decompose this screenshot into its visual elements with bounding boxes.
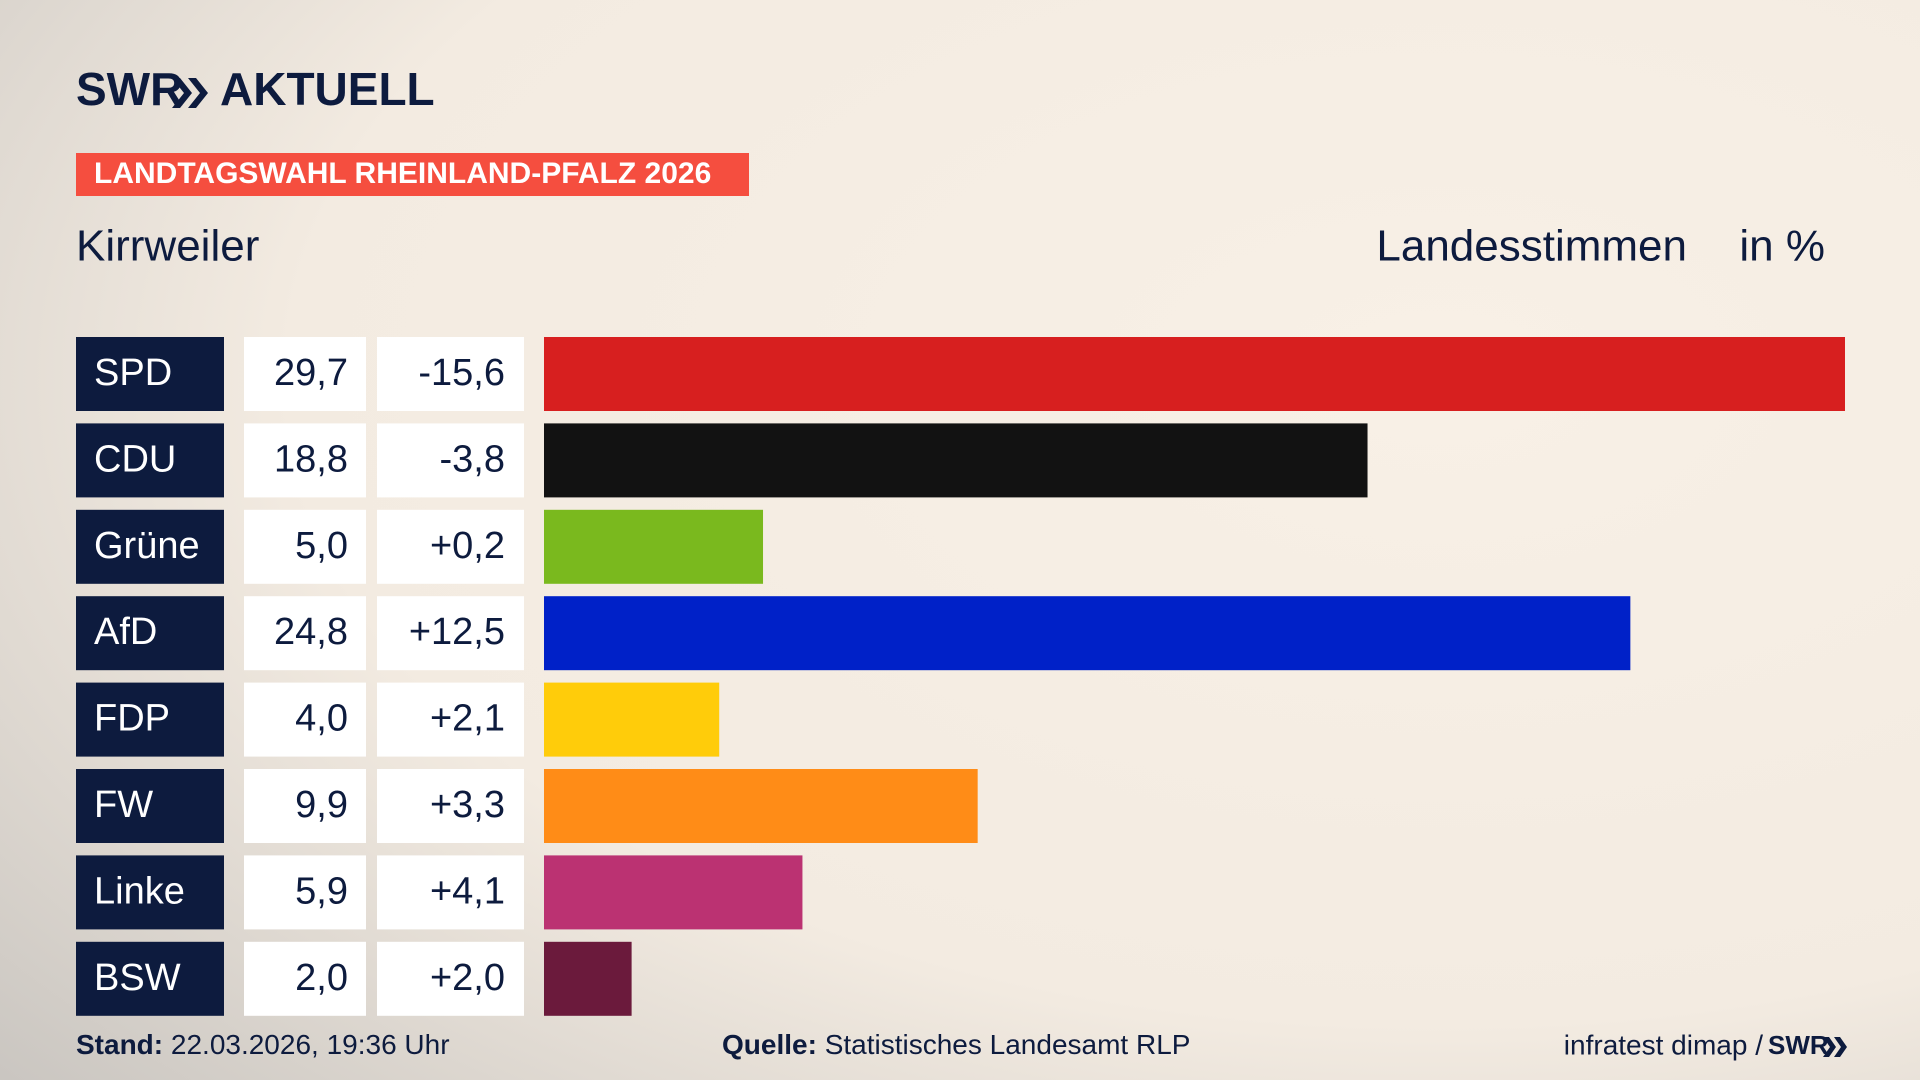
bar: [544, 855, 803, 930]
change-label: +4,1: [430, 870, 505, 912]
value-label: 9,9: [295, 784, 348, 826]
value-label: 2,0: [295, 957, 348, 999]
stand-label: Stand:: [76, 1029, 163, 1060]
bar: [544, 769, 978, 843]
value-label: 5,9: [295, 870, 348, 912]
source: Quelle: Statistisches Landesamt RLP: [722, 1029, 1190, 1060]
change-label: +0,2: [430, 525, 505, 567]
value-box: [244, 596, 366, 671]
change-label: -3,8: [440, 438, 505, 480]
party-label: CDU: [94, 438, 176, 480]
party-box: [76, 941, 224, 1016]
bar: [544, 337, 1845, 411]
tag: LANDTAGSWAHL RHEINLAND-PFALZ 2026: [94, 157, 711, 190]
party-box: [76, 423, 224, 498]
party-label: FW: [94, 784, 153, 826]
party-label: Linke: [94, 870, 185, 912]
party-box: [76, 337, 224, 411]
tag-box: [76, 153, 749, 196]
value-label: 5,0: [295, 525, 348, 567]
change-label: -15,6: [418, 352, 505, 394]
value-box: [244, 423, 366, 498]
stand-value: 22.03.2026, 19:36 Uhr: [171, 1029, 450, 1060]
change-label: +3,3: [430, 784, 505, 826]
value-box: [244, 682, 366, 757]
change-label: +2,0: [430, 957, 505, 999]
change-box: [377, 769, 524, 843]
change-box: [377, 509, 524, 584]
stand: Stand: 22.03.2026, 19:36 Uhr: [76, 1029, 450, 1060]
party-label: Grüne: [94, 525, 200, 567]
brand-suffix: AKTUELL: [220, 63, 435, 115]
value-box: [244, 337, 366, 411]
credit-chevrons: [1823, 1037, 1847, 1057]
value-label: 24,8: [274, 611, 348, 653]
value-box: [244, 509, 366, 584]
value-label: 18,8: [274, 438, 348, 480]
party-label: BSW: [94, 957, 181, 999]
source-value: Statistisches Landesamt RLP: [825, 1029, 1191, 1060]
credit-brand: SWR: [1768, 1030, 1829, 1060]
party-box: [76, 596, 224, 671]
party-label: FDP: [94, 698, 170, 740]
brand: SWR: [76, 63, 183, 115]
change-label: +12,5: [409, 611, 505, 653]
source-label: Quelle:: [722, 1029, 817, 1060]
value-label: 29,7: [274, 352, 348, 394]
party-label: AfD: [94, 611, 157, 653]
party-box: [76, 769, 224, 843]
change-box: [377, 337, 524, 411]
credit: infratest dimap /: [1564, 1029, 1763, 1060]
bar: [544, 682, 720, 757]
bar: [544, 509, 764, 584]
value-label: 4,0: [295, 698, 348, 740]
change-box: [377, 423, 524, 498]
bar: [544, 596, 1631, 671]
change-box: [377, 855, 524, 930]
change-label: +2,1: [430, 698, 505, 740]
brand-chevrons: [172, 78, 208, 108]
change-box: [377, 941, 524, 1016]
change-box: [377, 682, 524, 757]
bar: [544, 423, 1368, 498]
party-box: [76, 682, 224, 757]
measure: Landesstimmen: [1376, 222, 1687, 271]
value-box: [244, 941, 366, 1016]
location: Kirrweiler: [76, 222, 259, 271]
change-box: [377, 596, 524, 671]
value-box: [244, 769, 366, 843]
party-label: SPD: [94, 352, 172, 394]
party-box: [76, 509, 224, 584]
unit: in %: [1739, 222, 1825, 271]
bar: [544, 941, 632, 1016]
party-box: [76, 855, 224, 930]
value-box: [244, 855, 366, 930]
